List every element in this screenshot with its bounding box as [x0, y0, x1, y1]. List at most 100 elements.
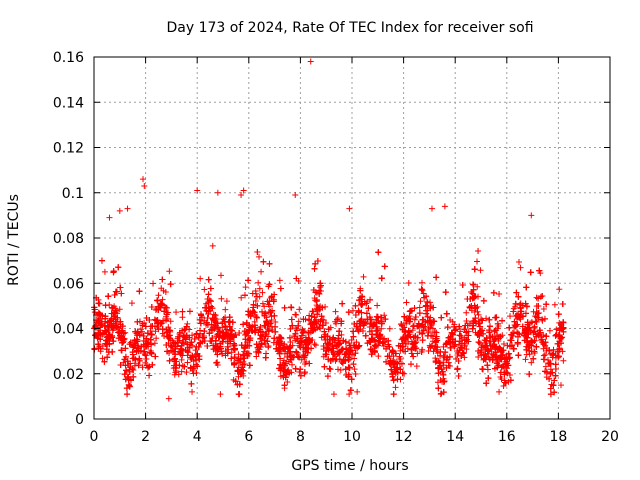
- data-point: [552, 366, 559, 373]
- data-point: [280, 345, 287, 352]
- data-point: [121, 371, 128, 378]
- data-point: [355, 307, 362, 314]
- data-point: [346, 391, 353, 398]
- data-point: [366, 323, 373, 330]
- data-point: [540, 356, 547, 363]
- data-point: [260, 258, 267, 265]
- data-point: [483, 315, 490, 322]
- data-point: [302, 334, 309, 341]
- data-point: [350, 361, 357, 368]
- data-point: [416, 310, 423, 317]
- data-point: [110, 268, 117, 275]
- data-point: [367, 296, 374, 303]
- data-point: [253, 349, 260, 356]
- data-point: [175, 333, 182, 340]
- data-point: [503, 360, 510, 367]
- data-point: [551, 377, 558, 384]
- data-point: [301, 361, 308, 368]
- data-point: [116, 306, 123, 313]
- data-point: [154, 297, 161, 304]
- data-point: [413, 339, 420, 346]
- data-point: [224, 343, 231, 350]
- data-point: [242, 336, 249, 343]
- data-point: [162, 304, 169, 311]
- data-point: [254, 249, 261, 256]
- data-point: [405, 279, 412, 286]
- data-point: [342, 345, 349, 352]
- data-point: [193, 357, 200, 364]
- data-point: [288, 316, 295, 323]
- data-point: [223, 298, 230, 305]
- data-point: [543, 301, 550, 308]
- data-point: [123, 385, 130, 392]
- data-point: [374, 327, 381, 334]
- data-point: [115, 335, 122, 342]
- data-point: [528, 337, 535, 344]
- data-point: [459, 349, 466, 356]
- data-point: [407, 315, 414, 322]
- data-point: [410, 344, 417, 351]
- data-point: [212, 312, 219, 319]
- data-point: [247, 335, 254, 342]
- data-point: [166, 268, 173, 275]
- data-point: [175, 371, 182, 378]
- data-point: [454, 348, 461, 355]
- data-point: [209, 324, 216, 331]
- data-point: [382, 316, 389, 323]
- data-point: [197, 340, 204, 347]
- data-point: [104, 354, 111, 361]
- data-point: [314, 306, 321, 313]
- data-point: [185, 344, 192, 351]
- data-point: [98, 320, 105, 327]
- data-point: [527, 269, 534, 276]
- data-point: [500, 340, 507, 347]
- data-point: [122, 353, 129, 360]
- data-point: [334, 316, 341, 323]
- data-point: [305, 329, 312, 336]
- data-point: [202, 304, 209, 311]
- data-point: [142, 352, 149, 359]
- data-point: [360, 273, 367, 280]
- data-point: [131, 337, 138, 344]
- data-point: [363, 310, 370, 317]
- data-point: [334, 366, 341, 373]
- data-point: [325, 326, 332, 333]
- data-point: [347, 348, 354, 355]
- data-point: [463, 309, 470, 316]
- data-point: [296, 306, 303, 313]
- data-point: [276, 277, 283, 284]
- data-point: [538, 333, 545, 340]
- data-point: [444, 324, 451, 331]
- data-point: [357, 287, 364, 294]
- data-point: [346, 349, 353, 356]
- data-point: [284, 379, 291, 386]
- data-point: [117, 284, 124, 291]
- data-point: [179, 338, 186, 345]
- data-point: [243, 350, 250, 357]
- data-point: [259, 289, 266, 296]
- data-point: [505, 350, 512, 357]
- data-point: [352, 371, 359, 378]
- data-point: [477, 267, 484, 274]
- data-point: [396, 353, 403, 360]
- data-point: [461, 326, 468, 333]
- data-point: [537, 293, 544, 300]
- data-point: [97, 336, 104, 343]
- data-point: [387, 357, 394, 364]
- data-point: [134, 328, 141, 335]
- data-point: [295, 318, 302, 325]
- data-point: [191, 336, 198, 343]
- data-point: [404, 345, 411, 352]
- data-point: [122, 345, 129, 352]
- data-point: [317, 318, 324, 325]
- data-point: [171, 348, 178, 355]
- data-point: [474, 258, 481, 265]
- data-point: [261, 303, 268, 310]
- data-point: [153, 335, 160, 342]
- data-point: [113, 307, 120, 314]
- data-point: [159, 296, 166, 303]
- data-point: [289, 361, 296, 368]
- data-point: [157, 300, 164, 307]
- data-point: [530, 308, 537, 315]
- data-point: [347, 387, 354, 394]
